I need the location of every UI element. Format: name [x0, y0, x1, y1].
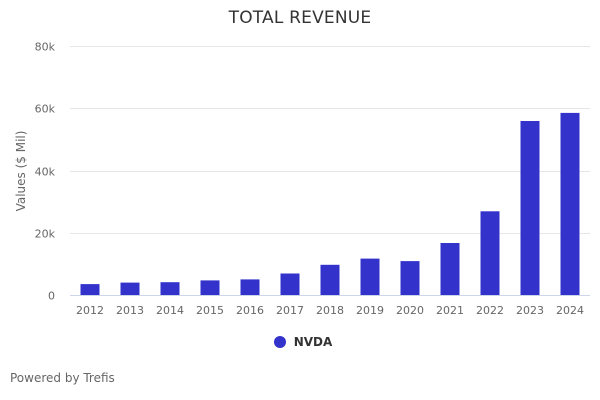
legend-label: NVDA	[293, 335, 333, 349]
x-tick-label: 2023	[516, 304, 544, 317]
y-tick-label: 60k	[35, 103, 56, 116]
x-axis-ticks: 2012 2013 2014 2015 2016 2017 2018 2019 2020 2021…	[76, 304, 584, 317]
y-tick-label: 80k	[35, 41, 56, 54]
bar-2016[interactable]	[240, 279, 260, 295]
bar-2012[interactable]	[80, 284, 100, 295]
x-tick-label: 2017	[276, 304, 304, 317]
x-tick-label: 2022	[476, 304, 504, 317]
bar-2018[interactable]	[320, 264, 340, 295]
credits-link[interactable]: Powered by Trefis	[10, 371, 115, 385]
bar-2020[interactable]	[400, 261, 420, 295]
bar-2014[interactable]	[160, 282, 180, 295]
bars	[80, 112, 580, 296]
x-tick-label: 2020	[396, 304, 424, 317]
x-tick-label: 2012	[76, 304, 104, 317]
x-tick-label: 2014	[156, 304, 184, 317]
x-tick-label: 2018	[316, 304, 344, 317]
x-tick-label: 2016	[236, 304, 264, 317]
bar-2021[interactable]	[440, 243, 460, 295]
legend: NVDA	[0, 335, 600, 349]
bar-2015[interactable]	[200, 280, 220, 295]
bar-2024[interactable]	[560, 112, 580, 296]
gridlines	[70, 46, 590, 234]
bar-2019[interactable]	[360, 258, 380, 295]
y-axis-label: Values ($ Mil)	[14, 131, 28, 212]
bar-2023[interactable]	[520, 121, 540, 295]
x-tick-label: 2015	[196, 304, 224, 317]
bar-2017[interactable]	[280, 273, 300, 296]
x-tick-label: 2019	[356, 304, 384, 317]
x-tick-label: 2013	[116, 304, 144, 317]
x-tick-label: 2024	[556, 304, 584, 317]
legend-item-nvda[interactable]: NVDA	[273, 335, 333, 349]
y-tick-label: 0	[48, 290, 55, 303]
x-tick-label: 2021	[436, 304, 464, 317]
bar-2022[interactable]	[480, 211, 500, 295]
bar-2013[interactable]	[120, 282, 140, 295]
legend-marker-icon	[273, 336, 286, 348]
y-tick-label: 20k	[35, 228, 56, 241]
chart-title: TOTAL REVENUE	[228, 8, 372, 28]
y-axis-ticks: 0 20k 40k 60k 80k	[35, 41, 56, 303]
y-tick-label: 40k	[35, 166, 56, 179]
